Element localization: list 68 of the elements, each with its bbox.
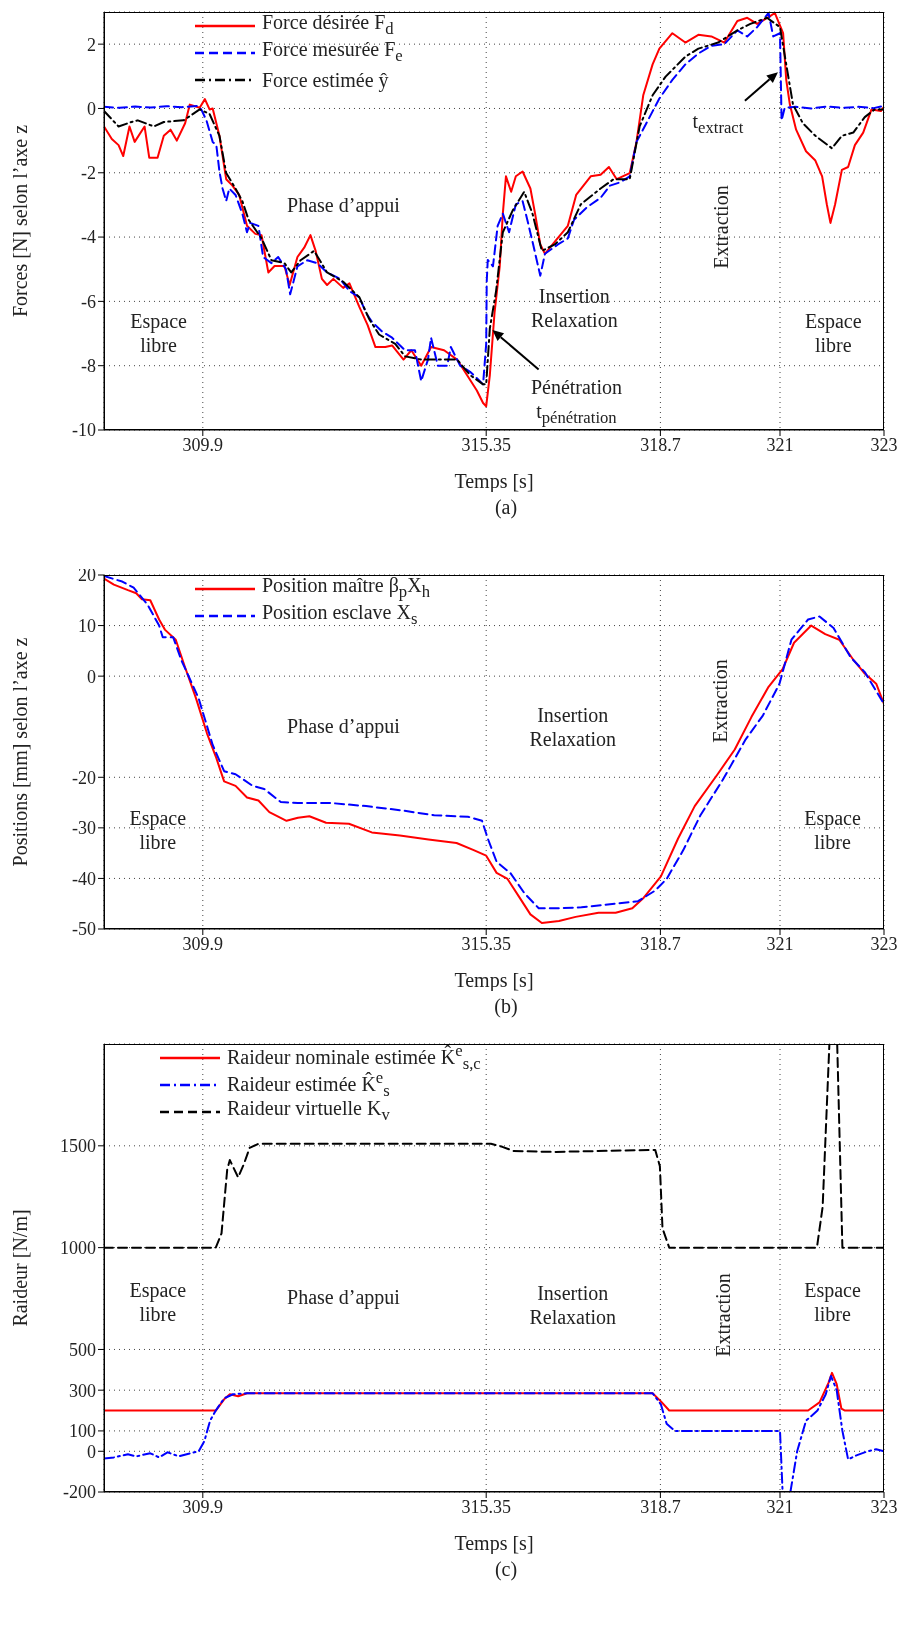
text: (c)	[493, 1558, 519, 1581]
x-axis-title: Temps [s]	[454, 1532, 534, 1555]
x-tick-label: 318.7	[640, 434, 681, 455]
annotation: Extraction	[710, 1272, 735, 1357]
text: (b)	[493, 995, 519, 1018]
y-tick-label: 0	[87, 666, 96, 687]
y-tick-label: -4	[81, 227, 96, 248]
y-tick-label: -200	[63, 1482, 96, 1503]
text: (a)	[493, 496, 519, 519]
annotation: Extraction	[708, 659, 733, 744]
x-tick-label: 323	[870, 1496, 898, 1517]
annotation: Espace libre	[804, 805, 861, 854]
x-axis-title: Temps [s]	[454, 470, 534, 493]
x-axis-title: Temps [s]	[454, 969, 534, 992]
legend-label: Force mesurée F$_{e}$	[262, 38, 403, 67]
annotation: Espace libre	[129, 1277, 187, 1326]
x-tick-label: 309.9	[182, 933, 224, 954]
y-axis-title: Raideur [N/m]	[9, 1209, 32, 1327]
y-tick-label: -20	[72, 767, 96, 788]
x-tick-label: 321	[766, 434, 794, 455]
y-tick-label: -2	[81, 163, 96, 184]
legend-label: Position maître β$_{p}$X$_{h}$	[262, 574, 430, 601]
x-tick-label: 321	[766, 933, 794, 954]
y-tick-label: 0	[87, 1441, 96, 1462]
y-tick-label: 1500	[60, 1136, 96, 1157]
y-tick-label: 0	[87, 98, 96, 119]
x-tick-label: 309.9	[182, 434, 224, 455]
legend-label: Force désirée F$_{d}$	[262, 11, 394, 38]
y-tick-label: 500	[69, 1339, 96, 1360]
x-tick-label: 315.35	[461, 434, 511, 455]
x-tick-label: 323	[870, 933, 898, 954]
y-tick-label: -30	[72, 818, 96, 839]
y-tick-label: -6	[81, 291, 96, 312]
y-tick-label: -8	[81, 356, 96, 377]
annotation: Extraction	[708, 185, 733, 269]
y-tick-label: 2	[87, 34, 96, 55]
annotation: t$_{extract}$	[692, 108, 744, 139]
y-axis-title: Positions [mm] selon l’axe z	[9, 637, 32, 867]
legend-label: Raideur virtuelle K$_{v}$	[227, 1097, 390, 1124]
x-tick-label: 323	[870, 434, 898, 455]
y-axis-title: Forces [N] selon l’axe z	[9, 124, 32, 318]
annotation: Insertion Relaxation	[529, 703, 617, 752]
x-tick-label: 318.7	[640, 1496, 681, 1517]
x-tick-label: 321	[766, 1496, 794, 1517]
annotation: Insertion Relaxation	[531, 283, 618, 332]
annotation: Espace libre	[804, 309, 862, 358]
annotation: Espace libre	[129, 805, 187, 854]
y-tick-label: 300	[69, 1380, 96, 1401]
y-tick-label: 10	[78, 615, 96, 636]
y-tick-label: -50	[72, 919, 96, 940]
annotation: Phase d’appui	[287, 1284, 400, 1309]
x-tick-label: 315.35	[461, 1496, 511, 1517]
annotation: Phase d’appui	[287, 714, 400, 739]
x-tick-label: 315.35	[461, 933, 511, 954]
annotation: Espace libre	[130, 309, 187, 358]
annotation: Pénétration t$_{pénétration}$	[530, 374, 622, 429]
legend-label: Position esclave X$_{s}$	[262, 601, 418, 630]
annotation: Phase d’appui	[287, 193, 400, 218]
y-tick-label: -10	[72, 420, 96, 441]
y-tick-label: 1000	[60, 1238, 96, 1259]
x-tick-label: 309.9	[182, 1496, 224, 1517]
legend-label: Force estimée ŷ	[262, 68, 389, 91]
x-tick-label: 318.7	[640, 933, 681, 954]
annotation: Insertion Relaxation	[529, 1280, 617, 1329]
y-tick-label: -40	[72, 868, 96, 889]
y-tick-label: 100	[69, 1421, 96, 1442]
annotation: Espace libre	[804, 1277, 861, 1326]
y-tick-label: 20	[78, 565, 96, 586]
